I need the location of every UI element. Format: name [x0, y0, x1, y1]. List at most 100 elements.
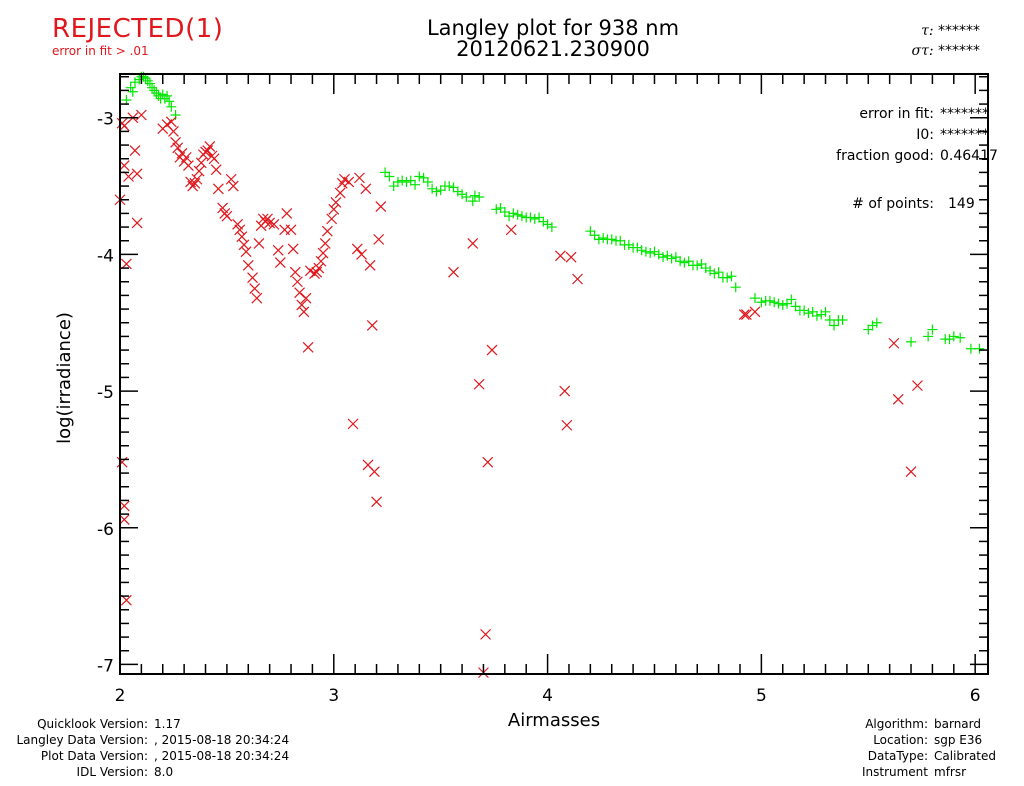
- good-point: [653, 249, 664, 260]
- good-point: [867, 320, 878, 331]
- good-point: [683, 256, 694, 267]
- good-point: [756, 297, 767, 308]
- good-point: [730, 282, 741, 293]
- good-point: [824, 315, 835, 326]
- good-point: [452, 186, 463, 197]
- good-point: [585, 226, 596, 237]
- good-point: [944, 334, 955, 345]
- rejected-point: [328, 203, 340, 215]
- rejected-point: [204, 141, 216, 152]
- footer-label: Algorithm:: [865, 717, 928, 731]
- rejected-point: [905, 466, 917, 478]
- good-point: [974, 343, 985, 354]
- good-point: [125, 82, 136, 93]
- good-point: [829, 320, 840, 331]
- rejected-point: [120, 594, 132, 606]
- rejected-point: [182, 160, 194, 171]
- x-tick-label: 4: [542, 686, 553, 706]
- good-point: [803, 308, 814, 319]
- rejected-point: [300, 292, 312, 304]
- good-point: [705, 265, 716, 276]
- good-point: [871, 317, 882, 328]
- good-point: [773, 298, 784, 309]
- good-point: [525, 212, 536, 223]
- good-point: [170, 110, 181, 121]
- good-point: [709, 268, 720, 279]
- rejected-point: [360, 183, 372, 195]
- rejected-point: [240, 246, 252, 258]
- rejected-point: [351, 243, 363, 255]
- rejected-point: [330, 197, 342, 208]
- good-point: [640, 246, 651, 257]
- good-point: [623, 239, 634, 250]
- rejected-point: [368, 466, 380, 478]
- rejected-point: [281, 207, 293, 219]
- good-point: [384, 171, 395, 182]
- rejected-point: [225, 173, 237, 185]
- footer-value: 8.0: [154, 765, 174, 779]
- rejected-point: [249, 283, 261, 295]
- rejected-point: [242, 259, 254, 271]
- stat-points-value: 149: [948, 196, 975, 212]
- chart-subtitle: 20120621.230900: [456, 37, 650, 61]
- rejected-point: [236, 231, 248, 243]
- rejected-point: [296, 299, 308, 311]
- rejected-point: [172, 142, 184, 154]
- good-point: [534, 212, 545, 223]
- y-tick-label: -7: [97, 656, 114, 676]
- footer-label: Langley Data Version:: [16, 733, 148, 747]
- rejected-point: [135, 109, 147, 121]
- good-point: [675, 256, 686, 267]
- tau-readout: τ: ******: [830, 23, 980, 39]
- good-point: [153, 90, 164, 101]
- rejected-point: [749, 306, 761, 318]
- footer-row: Quicklook Version: 1.17: [0, 716, 289, 732]
- good-point: [713, 267, 724, 278]
- stat-i0-row: I0: *******: [694, 125, 998, 146]
- footer-row: DataType: Calibrated: [800, 748, 996, 764]
- rejected-point: [480, 628, 492, 640]
- footer-value: , 2015-08-18 20:34:24: [154, 733, 290, 747]
- rejected-point: [232, 218, 244, 230]
- good-point: [157, 89, 168, 100]
- rejected-point: [354, 172, 365, 184]
- good-point: [127, 86, 138, 97]
- stat-points-label: # of points:: [852, 196, 934, 212]
- good-point: [414, 171, 425, 182]
- rejected-point: [298, 306, 310, 318]
- rejected-point: [131, 217, 143, 229]
- rejected-point: [165, 116, 177, 128]
- good-point: [508, 208, 519, 219]
- rejected-point: [193, 165, 205, 177]
- good-point: [542, 219, 553, 230]
- good-point: [769, 297, 780, 308]
- rejected-point: [561, 419, 573, 431]
- x-tick-label: 5: [756, 686, 767, 706]
- footer-row: Langley Data Version: , 2015-08-18 20:34:…: [0, 732, 289, 748]
- rejected-point: [448, 266, 459, 278]
- good-point: [499, 207, 510, 218]
- footer-row: Instrument mfrsr: [800, 764, 996, 780]
- stat-i0-label: I0:: [916, 127, 934, 143]
- good-point: [948, 331, 959, 342]
- rejected-point: [317, 247, 329, 259]
- good-point: [786, 294, 797, 305]
- rejected-point: [210, 164, 222, 176]
- good-point: [529, 213, 540, 224]
- sigma-value: ******: [938, 43, 980, 59]
- footer-row: IDL Version: 8.0: [0, 764, 289, 780]
- good-point: [151, 88, 162, 99]
- rejected-point: [321, 225, 333, 237]
- good-point: [474, 192, 485, 203]
- rejected-point: [238, 239, 250, 251]
- rejected-point: [467, 238, 479, 249]
- status-label: REJECTED(1): [52, 14, 224, 44]
- good-point: [593, 234, 604, 245]
- good-point: [504, 211, 515, 222]
- good-point: [658, 252, 669, 263]
- good-point: [121, 94, 132, 105]
- rejected-point: [195, 157, 207, 169]
- footer-value: mfrsr: [934, 765, 967, 779]
- rejected-point: [888, 337, 900, 349]
- good-point: [427, 183, 438, 194]
